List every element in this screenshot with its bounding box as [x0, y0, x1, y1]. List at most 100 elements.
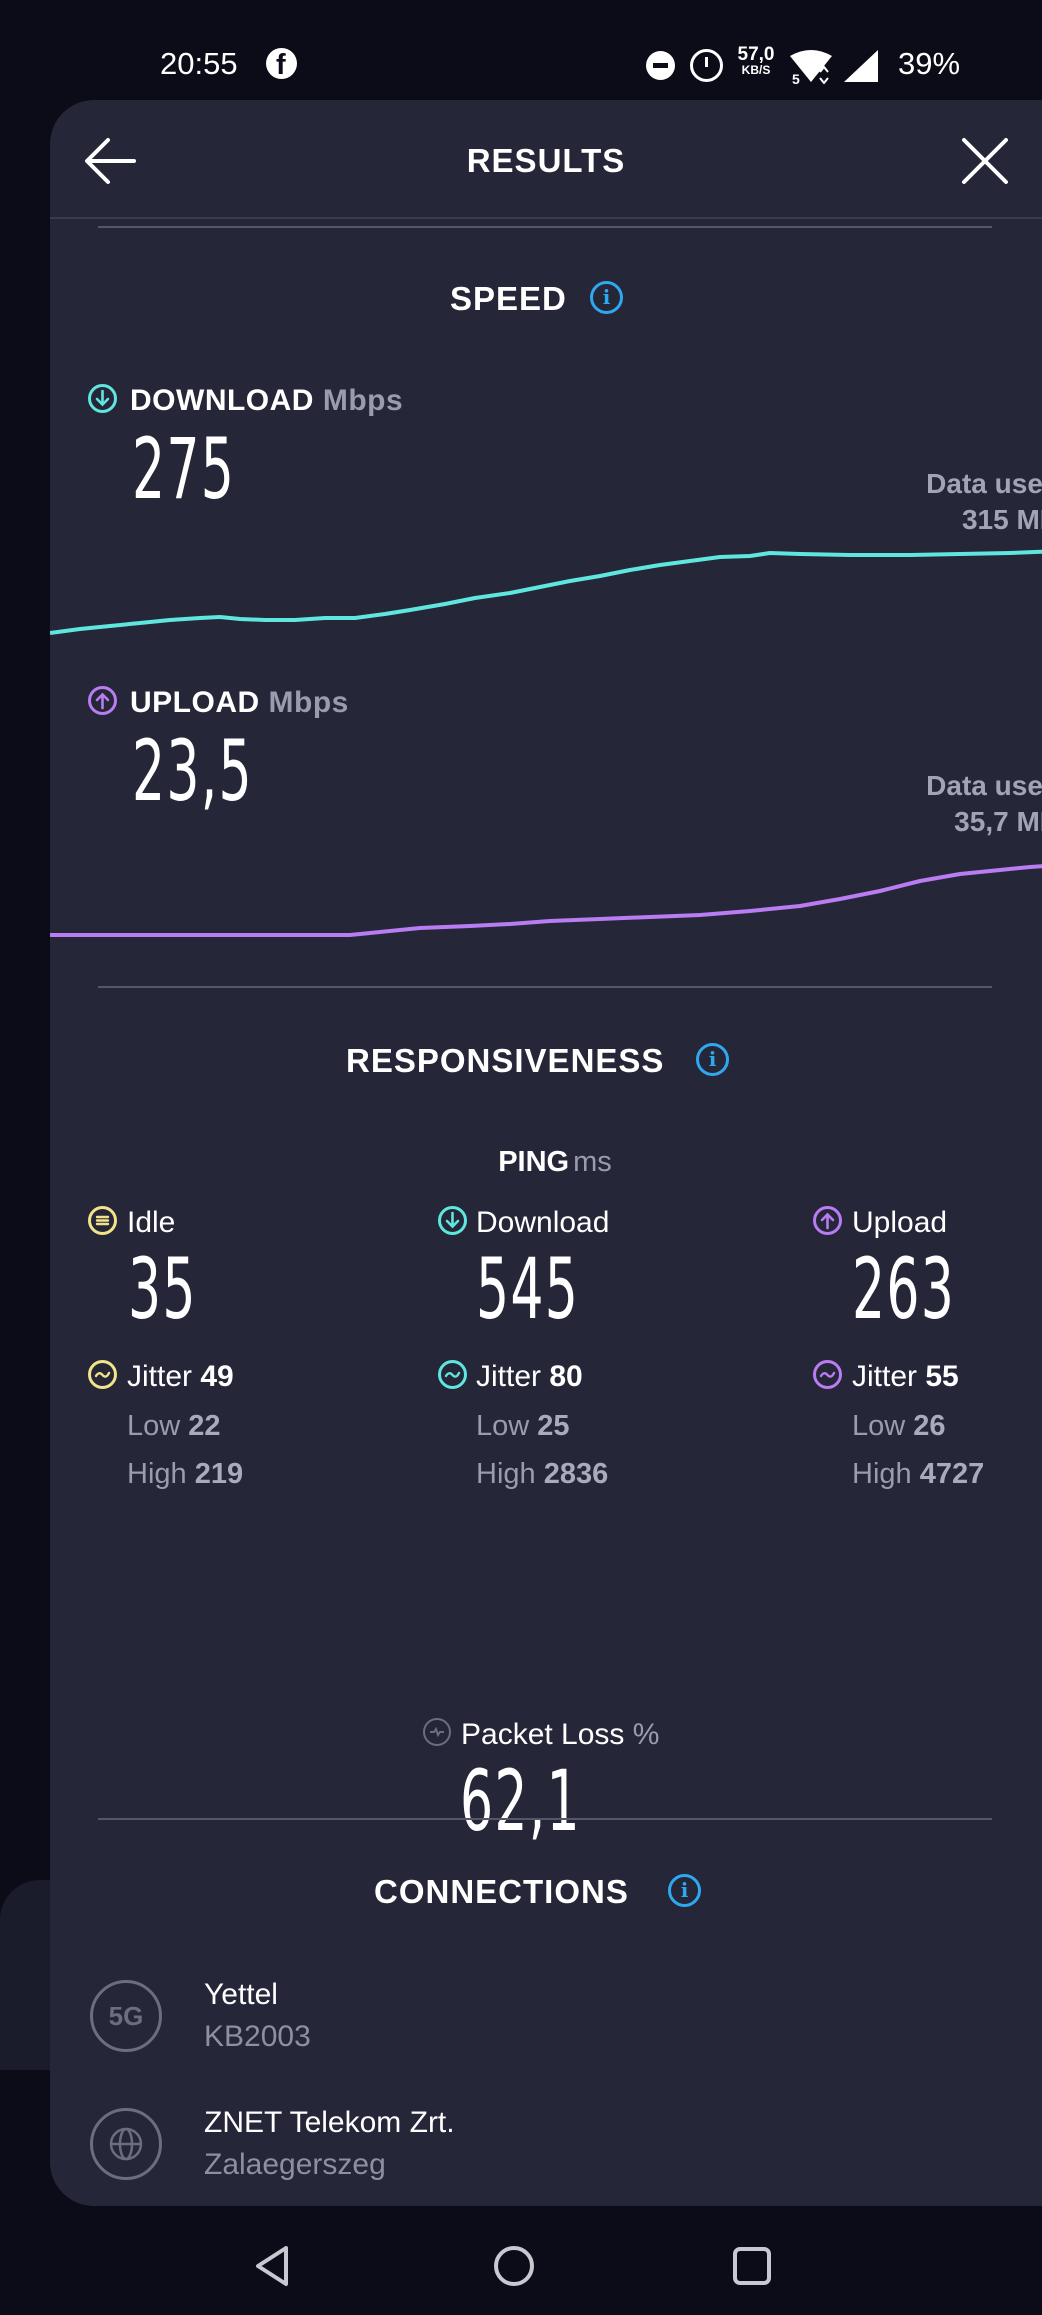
connection-item-server[interactable]: ZNET Telekom Zrt. Zalaegerszeg — [88, 2106, 988, 2194]
nav-back-icon[interactable] — [252, 2244, 292, 2293]
download-ping-label: Download — [476, 1206, 610, 1239]
server-name: ZNET Telekom Zrt. — [204, 2106, 455, 2139]
5g-icon: 5G — [90, 1980, 162, 2052]
connections-info-icon[interactable]: i — [668, 1874, 701, 1907]
download-data-used: Data used 315 MB — [760, 466, 1042, 538]
connections-section-title: CONNECTIONS — [374, 1873, 629, 1910]
idle-high: High 219 — [127, 1458, 243, 1491]
upload-value: 23,5 — [132, 722, 253, 820]
network-speed-value: 57,0 — [737, 44, 775, 65]
ping-heading: PING ms — [50, 1146, 1042, 1179]
upload-jitter: Jitter 55 — [852, 1360, 959, 1394]
network-speed-unit: KB/S — [741, 63, 771, 77]
responsiveness-section-title: RESPONSIVENESS — [346, 1042, 665, 1079]
wifi-band-label: 5 — [792, 71, 800, 84]
upload-ping-value: 263 — [852, 1240, 956, 1338]
section-divider — [98, 226, 992, 228]
download-high-value: 2836 — [543, 1458, 609, 1490]
ping-unit: ms — [573, 1146, 612, 1178]
download-ping-value: 545 — [476, 1240, 580, 1338]
download-low-value: 25 — [537, 1410, 570, 1442]
idle-jitter-icon — [88, 1360, 117, 1389]
connection-item-carrier[interactable]: 5G Yettel KB2003 — [88, 1978, 988, 2066]
network-speed: 57,0 KB/S — [734, 44, 778, 77]
upload-label-text: UPLOAD — [130, 686, 260, 719]
upload-ping-icon — [813, 1206, 842, 1235]
upload-unit: Mbps — [268, 686, 349, 719]
download-low: Low 25 — [476, 1410, 570, 1443]
nav-recents-icon[interactable] — [732, 2246, 772, 2291]
upload-data-used-value: 35,7 MB — [954, 806, 1042, 837]
download-high: High 2836 — [476, 1458, 608, 1491]
speed-section-title: SPEED — [450, 280, 567, 317]
download-jitter-icon — [438, 1360, 467, 1389]
download-arrow-icon — [88, 384, 117, 413]
section-divider — [98, 986, 992, 988]
battery-level: 39% — [898, 46, 961, 81]
nav-home-icon[interactable] — [492, 2244, 536, 2293]
download-data-used-label: Data used — [926, 468, 1042, 499]
upload-jitter-value: 55 — [925, 1360, 959, 1393]
idle-icon — [88, 1206, 117, 1235]
cell-signal-icon — [842, 48, 880, 89]
packet-loss-label: Packet Loss % — [461, 1718, 659, 1752]
idle-low: Low 22 — [127, 1410, 221, 1443]
upload-low: Low 26 — [852, 1410, 946, 1443]
download-jitter-value: 80 — [549, 1360, 583, 1393]
upload-low-value: 26 — [913, 1410, 946, 1442]
section-divider — [98, 1818, 992, 1820]
download-label-text: DOWNLOAD — [130, 384, 314, 417]
ping-label: PING — [498, 1146, 570, 1178]
idle-jitter-value: 49 — [200, 1360, 234, 1393]
facebook-icon: f — [266, 48, 297, 81]
background-card-edge — [0, 1880, 50, 2070]
close-icon[interactable] — [958, 134, 1012, 188]
download-ping-icon — [438, 1206, 467, 1235]
idle-label: Idle — [127, 1206, 176, 1239]
system-nav-bar — [0, 2206, 1042, 2315]
idle-low-label: Low — [127, 1410, 181, 1442]
upload-high-value: 4727 — [919, 1458, 985, 1490]
carrier-device: KB2003 — [204, 2020, 311, 2053]
globe-icon — [90, 2108, 162, 2180]
upload-data-used-label: Data used — [926, 770, 1042, 801]
page-title: RESULTS — [466, 142, 626, 179]
upload-jitter-label: Jitter — [852, 1360, 918, 1393]
idle-high-value: 219 — [194, 1458, 244, 1490]
upload-speed-graph — [50, 864, 1042, 937]
download-unit: Mbps — [322, 384, 404, 417]
upload-high-label: High — [852, 1458, 912, 1490]
download-jitter-label: Jitter — [476, 1360, 542, 1393]
download-low-label: Low — [476, 1410, 530, 1442]
results-header: RESULTS — [50, 100, 1042, 217]
packet-loss-icon — [423, 1718, 451, 1746]
wifi-icon: 5 — [786, 50, 836, 89]
upload-arrow-icon — [88, 686, 117, 715]
responsiveness-info-icon[interactable]: i — [696, 1043, 729, 1076]
download-jitter: Jitter 80 — [476, 1360, 583, 1394]
speed-info-icon[interactable]: i — [590, 281, 623, 314]
download-data-used-value: 315 MB — [961, 504, 1042, 535]
idle-ping-value: 35 — [128, 1240, 197, 1338]
packet-loss-value: 62,1 — [460, 1752, 581, 1850]
upload-low-label: Low — [852, 1410, 906, 1442]
idle-jitter-label: Jitter — [127, 1360, 193, 1393]
download-speed-graph — [50, 549, 1042, 635]
download-label: DOWNLOAD Mbps — [130, 384, 403, 418]
idle-low-value: 22 — [188, 1410, 221, 1442]
carrier-name: Yettel — [204, 1978, 278, 2011]
upload-high: High 4727 — [852, 1458, 984, 1491]
download-high-label: High — [476, 1458, 536, 1490]
arrow-left-icon[interactable] — [84, 136, 136, 186]
packet-loss-unit: % — [632, 1718, 660, 1751]
idle-jitter: Jitter 49 — [127, 1360, 234, 1394]
results-panel: RESULTS SPEED i DOWNLOAD Mbps 275 Data u… — [50, 100, 1042, 2206]
idle-high-label: High — [127, 1458, 187, 1490]
status-time: 20:55 — [160, 46, 238, 81]
alarm-icon — [690, 49, 723, 82]
header-divider — [50, 217, 1042, 219]
upload-label: UPLOAD Mbps — [130, 686, 349, 720]
server-location: Zalaegerszeg — [204, 2148, 386, 2181]
upload-data-used: Data used 35,7 MB — [760, 768, 1042, 840]
upload-ping-label: Upload — [852, 1206, 948, 1239]
